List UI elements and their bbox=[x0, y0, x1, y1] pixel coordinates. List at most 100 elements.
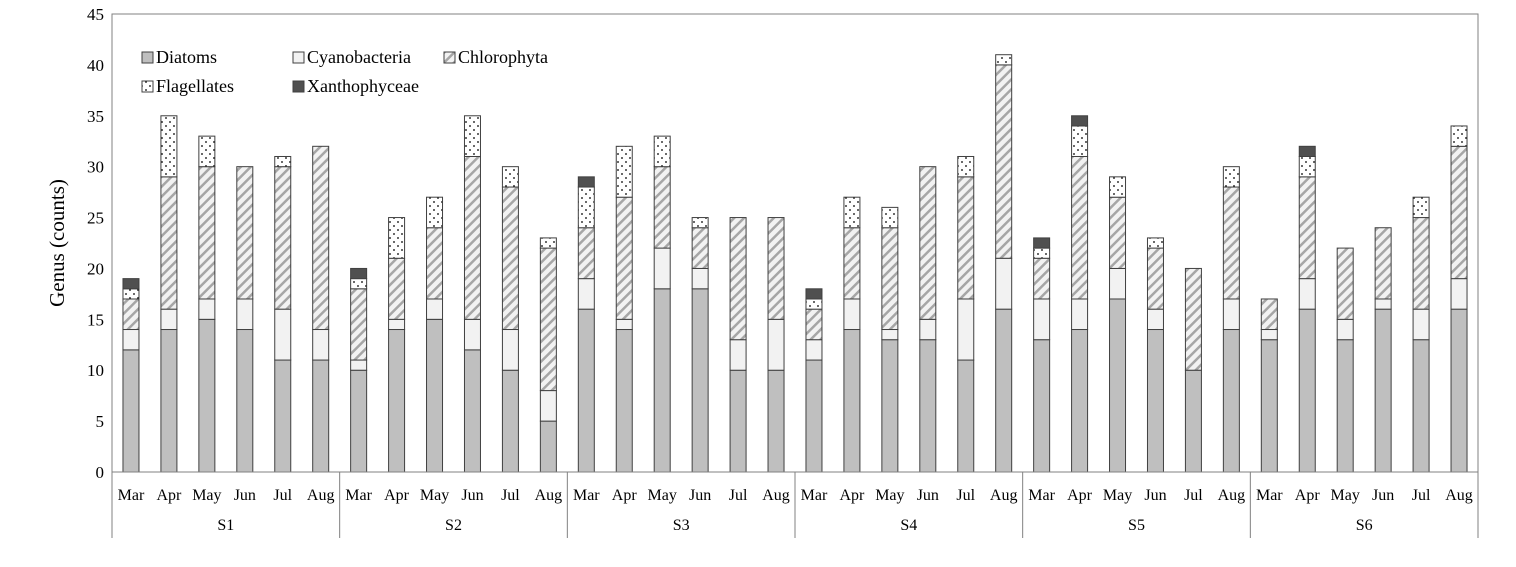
bar-segment-cyanobacteria bbox=[539, 390, 557, 422]
bar-segment-chlorophyta bbox=[274, 166, 292, 310]
bar-segment-xanthophyceae bbox=[1298, 145, 1316, 157]
x-tick-label-month: Apr bbox=[1295, 487, 1321, 504]
bar-segment-chlorophyta bbox=[350, 288, 368, 361]
bar-segment-diatoms bbox=[1450, 308, 1468, 473]
bar-segment-chlorophyta bbox=[426, 227, 444, 300]
x-tick-label-month: Jul bbox=[501, 487, 520, 504]
legend-label: Chlorophyta bbox=[458, 47, 548, 67]
x-group-label: S5 bbox=[1128, 517, 1145, 534]
bar-segment-chlorophyta bbox=[1109, 196, 1127, 269]
bar-segment-chlorophyta bbox=[1336, 247, 1354, 320]
x-tick-label-month: Apr bbox=[156, 487, 182, 504]
y-tick-label: 5 bbox=[96, 412, 105, 431]
bar-segment-chlorophyta bbox=[1260, 298, 1278, 331]
bar-segment-diatoms bbox=[426, 318, 444, 473]
bar-segment-diatoms bbox=[653, 288, 671, 473]
x-tick-label-month: May bbox=[420, 487, 449, 504]
bar-segment-chlorophyta bbox=[577, 227, 595, 280]
bar-segment-diatoms bbox=[501, 369, 519, 473]
bar-segment-xanthophyceae bbox=[122, 278, 140, 290]
bar-segment-chlorophyta bbox=[236, 166, 254, 300]
x-tick-label-month: Aug bbox=[1218, 487, 1246, 504]
y-tick-label: 0 bbox=[96, 463, 105, 482]
bar-segment-diatoms bbox=[1071, 329, 1089, 473]
legend-label: Flagellates bbox=[156, 76, 234, 96]
bar-segment-chlorophyta bbox=[881, 227, 899, 331]
bar-segment-flagellates bbox=[160, 115, 178, 178]
x-tick-label-month: Mar bbox=[118, 487, 145, 504]
bar-segment-cyanobacteria bbox=[615, 318, 633, 331]
y-tick-label: 15 bbox=[87, 310, 104, 329]
bar-segment-chlorophyta bbox=[312, 145, 330, 331]
x-group-label: S1 bbox=[217, 517, 234, 534]
x-tick-label-month: Apr bbox=[612, 487, 638, 504]
bar-segment-diatoms bbox=[1222, 329, 1240, 473]
y-axis-label: Genus (counts) bbox=[45, 179, 69, 307]
bar-segment-flagellates bbox=[539, 237, 557, 249]
bar-segment-flagellates bbox=[1146, 237, 1164, 249]
bar-segment-cyanobacteria bbox=[1298, 278, 1316, 310]
bar-segment-chlorophyta bbox=[1374, 227, 1392, 300]
bar-segment-cyanobacteria bbox=[1109, 267, 1127, 300]
bar-segment-chlorophyta bbox=[729, 217, 747, 341]
legend-swatch-chlorophyta bbox=[443, 51, 456, 64]
x-group-label: S3 bbox=[673, 517, 690, 534]
bar-segment-cyanobacteria bbox=[1412, 308, 1430, 341]
bar-segment-diatoms bbox=[805, 359, 823, 473]
x-tick-label-month: Jul bbox=[1412, 487, 1431, 504]
x-tick-label-month: Aug bbox=[1445, 487, 1473, 504]
bar-segment-chlorophyta bbox=[995, 64, 1013, 259]
bar-segment-cyanobacteria bbox=[1336, 318, 1354, 341]
bar-segment-flagellates bbox=[1071, 125, 1089, 157]
bar-segment-chlorophyta bbox=[463, 155, 481, 320]
bar-segment-chlorophyta bbox=[691, 227, 709, 269]
x-tick-label-month: Apr bbox=[839, 487, 865, 504]
bar-segment-diatoms bbox=[577, 308, 595, 473]
x-tick-label-month: Mar bbox=[1028, 487, 1055, 504]
bar-segment-diatoms bbox=[122, 349, 140, 473]
legend-label: Xanthophyceae bbox=[307, 76, 419, 96]
x-tick-label-month: Jul bbox=[273, 487, 292, 504]
bar-segment-chlorophyta bbox=[1184, 267, 1202, 371]
bar-segment-diatoms bbox=[350, 369, 368, 473]
bar-segment-diatoms bbox=[388, 329, 406, 473]
bar-segment-flagellates bbox=[1298, 155, 1316, 178]
y-tick-label: 20 bbox=[87, 259, 104, 278]
x-tick-label-month: Apr bbox=[384, 487, 410, 504]
y-tick-label: 40 bbox=[87, 56, 104, 75]
bar-segment-flagellates bbox=[501, 166, 519, 188]
x-tick-label-month: May bbox=[1331, 487, 1360, 504]
bar-segment-cyanobacteria bbox=[236, 298, 254, 331]
bar-segment-flagellates bbox=[691, 217, 709, 229]
bar-segment-chlorophyta bbox=[1033, 257, 1051, 300]
legend-swatch-cyanobacteria bbox=[292, 51, 305, 64]
x-tick-label-month: Jun bbox=[917, 487, 939, 504]
x-tick-label-month: Jul bbox=[729, 487, 748, 504]
bar-segment-cyanobacteria bbox=[122, 329, 140, 351]
x-group-label: S2 bbox=[445, 517, 462, 534]
x-tick-label-month: Jun bbox=[689, 487, 711, 504]
y-axis: 0 5 10 15 20 25 30 35 40 45 bbox=[87, 5, 104, 482]
bar-segment-chlorophyta bbox=[122, 298, 140, 331]
bar-segment-flagellates bbox=[122, 288, 140, 300]
bar-segment-diatoms bbox=[995, 308, 1013, 473]
bar-segment-cyanobacteria bbox=[463, 318, 481, 351]
bar-segment-cyanobacteria bbox=[198, 298, 216, 320]
x-tick-label-month: Aug bbox=[990, 487, 1018, 504]
bar-segment-cyanobacteria bbox=[843, 298, 861, 331]
bar-segment-cyanobacteria bbox=[1374, 298, 1392, 310]
bar-segment-diatoms bbox=[1033, 339, 1051, 473]
bar-segment-diatoms bbox=[160, 329, 178, 473]
bar-segment-xanthophyceae bbox=[805, 288, 823, 300]
bar-segment-diatoms bbox=[274, 359, 292, 473]
bar-segment-chlorophyta bbox=[160, 176, 178, 310]
bar-segment-diatoms bbox=[767, 369, 785, 473]
bar-segment-diatoms bbox=[1146, 329, 1164, 473]
bar-segment-flagellates bbox=[1450, 125, 1468, 147]
bar-segment-diatoms bbox=[957, 359, 975, 473]
bar-segment-flagellates bbox=[274, 155, 292, 168]
bar-segment-flagellates bbox=[653, 135, 671, 168]
bar-segment-diatoms bbox=[539, 420, 557, 473]
bar-segment-cyanobacteria bbox=[881, 329, 899, 341]
bar-segment-flagellates bbox=[805, 298, 823, 310]
